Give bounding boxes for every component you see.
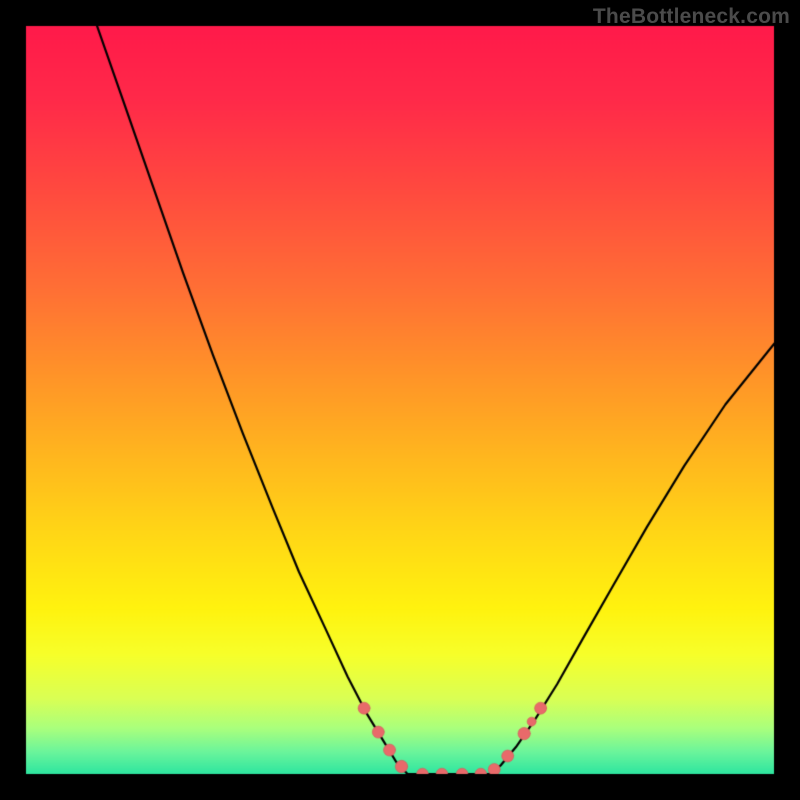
bottleneck-heat-chart: [0, 0, 800, 800]
chart-stage: TheBottleneck.com: [0, 0, 800, 800]
watermark-label: TheBottleneck.com: [593, 5, 790, 29]
